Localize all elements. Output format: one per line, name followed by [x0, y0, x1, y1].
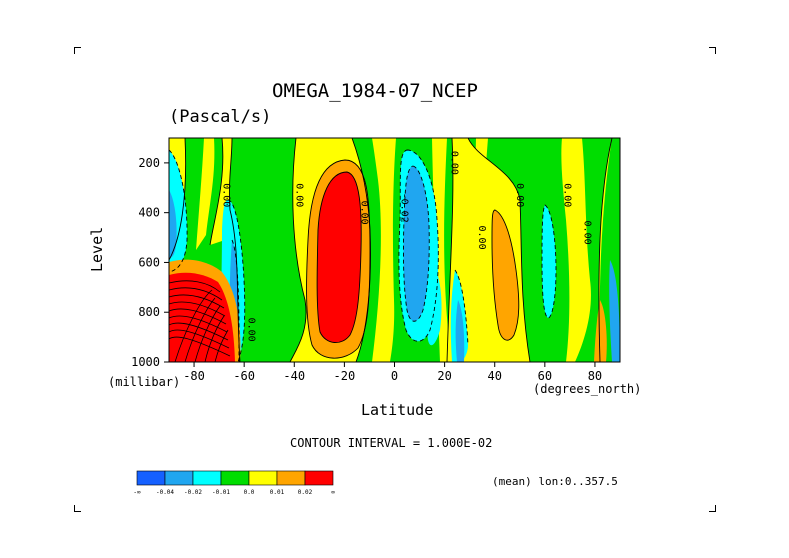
colorbar-swatch-5: [276, 470, 306, 486]
colorbar-label-4: 0.0: [244, 489, 255, 496]
contour-field: [169, 138, 620, 362]
field-blue-ascent-core: [403, 166, 430, 322]
field-antarctic-dense-contours: [169, 280, 231, 362]
colorbar: -∞ -0.04 -0.02 -0.01 0.0 0.01 0.02 ∞: [133, 470, 335, 496]
field-yellow-strip-4: [561, 138, 591, 362]
field-blue-polar: [169, 190, 177, 258]
field-orange-north-pole: [594, 300, 607, 362]
crop-mark-bottom-left: [74, 505, 81, 512]
contour-label-2: 0.00: [358, 201, 369, 225]
x-axis: -80 -60 -40 -20 0 20 40 60 80: [183, 362, 602, 383]
colorbar-label-6: 0.02: [298, 489, 313, 496]
colorbar-label-5: 0.01: [270, 489, 285, 496]
chart-units: (Pascal/s): [169, 107, 272, 127]
crop-mark-top-right: [709, 47, 716, 54]
field-yellow-strip-2: [372, 138, 396, 362]
contour-lines-zero: [169, 138, 613, 362]
field-yellow-strip-3: [432, 138, 452, 362]
field-yellow-strip-1: [196, 138, 215, 250]
x-axis-label: Latitude: [361, 401, 434, 419]
contour-label-3: -0.02: [399, 193, 410, 223]
contour-lines-negative: [169, 149, 557, 362]
colorbar-swatch-1: [164, 470, 194, 486]
field-red-descent-core: [317, 172, 362, 343]
colorbar-label-0: -∞: [133, 489, 141, 496]
contour-label-7: 0.00: [561, 183, 572, 207]
field-cyan-north: [542, 205, 556, 318]
crop-mark-bottom-right: [709, 505, 716, 512]
x-tick-label-4: 0: [391, 369, 398, 383]
contour-label-1: 0.00: [293, 183, 304, 207]
contour-label-group: 0.00 0.00 0.00 -0.02 0.00 0.00 0.00 0.00 0.00 0.0…: [221, 151, 593, 342]
x-tick-label-2: -40: [283, 369, 305, 383]
y-tick-label-1: 400: [138, 206, 160, 220]
colorbar-swatch-2: [192, 470, 222, 486]
y-axis: 200 400 600 800 1000: [131, 156, 169, 369]
field-blue-north-pole: [609, 260, 620, 362]
y-tick-label-0: 200: [138, 156, 160, 170]
mean-longitude-text: (mean) lon:0..357.5: [492, 475, 618, 488]
contour-label-0: 0.00: [221, 183, 232, 207]
colorbar-swatch-3: [220, 470, 250, 486]
contour-label-5: 0.00: [476, 226, 487, 250]
field-yellow-strip-5: [470, 138, 488, 362]
field-blue-ascent-lower: [455, 300, 465, 362]
x-tick-label-5: 20: [437, 369, 451, 383]
y-tick-label-2: 600: [138, 255, 160, 269]
x-tick-label-3: -20: [334, 369, 356, 383]
y-tick-label-4: 1000: [131, 355, 160, 369]
x-axis-units: (degrees_north): [533, 382, 642, 396]
x-tick-label-1: -60: [233, 369, 255, 383]
x-tick-label-0: -80: [183, 369, 205, 383]
colorbar-swatch-4: [248, 470, 278, 486]
colorbar-label-2: -0.02: [184, 489, 202, 496]
colorbar-label-7: ∞: [331, 489, 335, 496]
chart-title: OMEGA_1984-07_NCEP: [272, 80, 478, 102]
field-orange-north: [492, 210, 519, 341]
contour-label-4: 0.00: [449, 151, 460, 175]
contour-label-8: 0.00: [581, 221, 592, 245]
y-axis-label: Level: [88, 226, 106, 272]
contour-label-6: 0.00: [514, 183, 525, 207]
x-tick-label-8: 80: [588, 369, 602, 383]
y-tick-label-3: 800: [138, 305, 160, 319]
x-tick-label-7: 60: [538, 369, 552, 383]
crop-mark-top-left: [74, 47, 81, 54]
contour-label-9: 0.00: [246, 318, 257, 342]
colorbar-swatch-6: [304, 470, 334, 486]
colorbar-swatch-0: [136, 470, 166, 486]
y-axis-units: (millibar): [108, 375, 181, 389]
colorbar-label-1: -0.04: [156, 489, 174, 496]
contour-interval-text: CONTOUR INTERVAL = 1.000E-02: [290, 436, 493, 450]
x-tick-label-6: 40: [487, 369, 501, 383]
colorbar-label-3: -0.01: [212, 489, 230, 496]
field-green-southern-midlat: [229, 138, 307, 362]
